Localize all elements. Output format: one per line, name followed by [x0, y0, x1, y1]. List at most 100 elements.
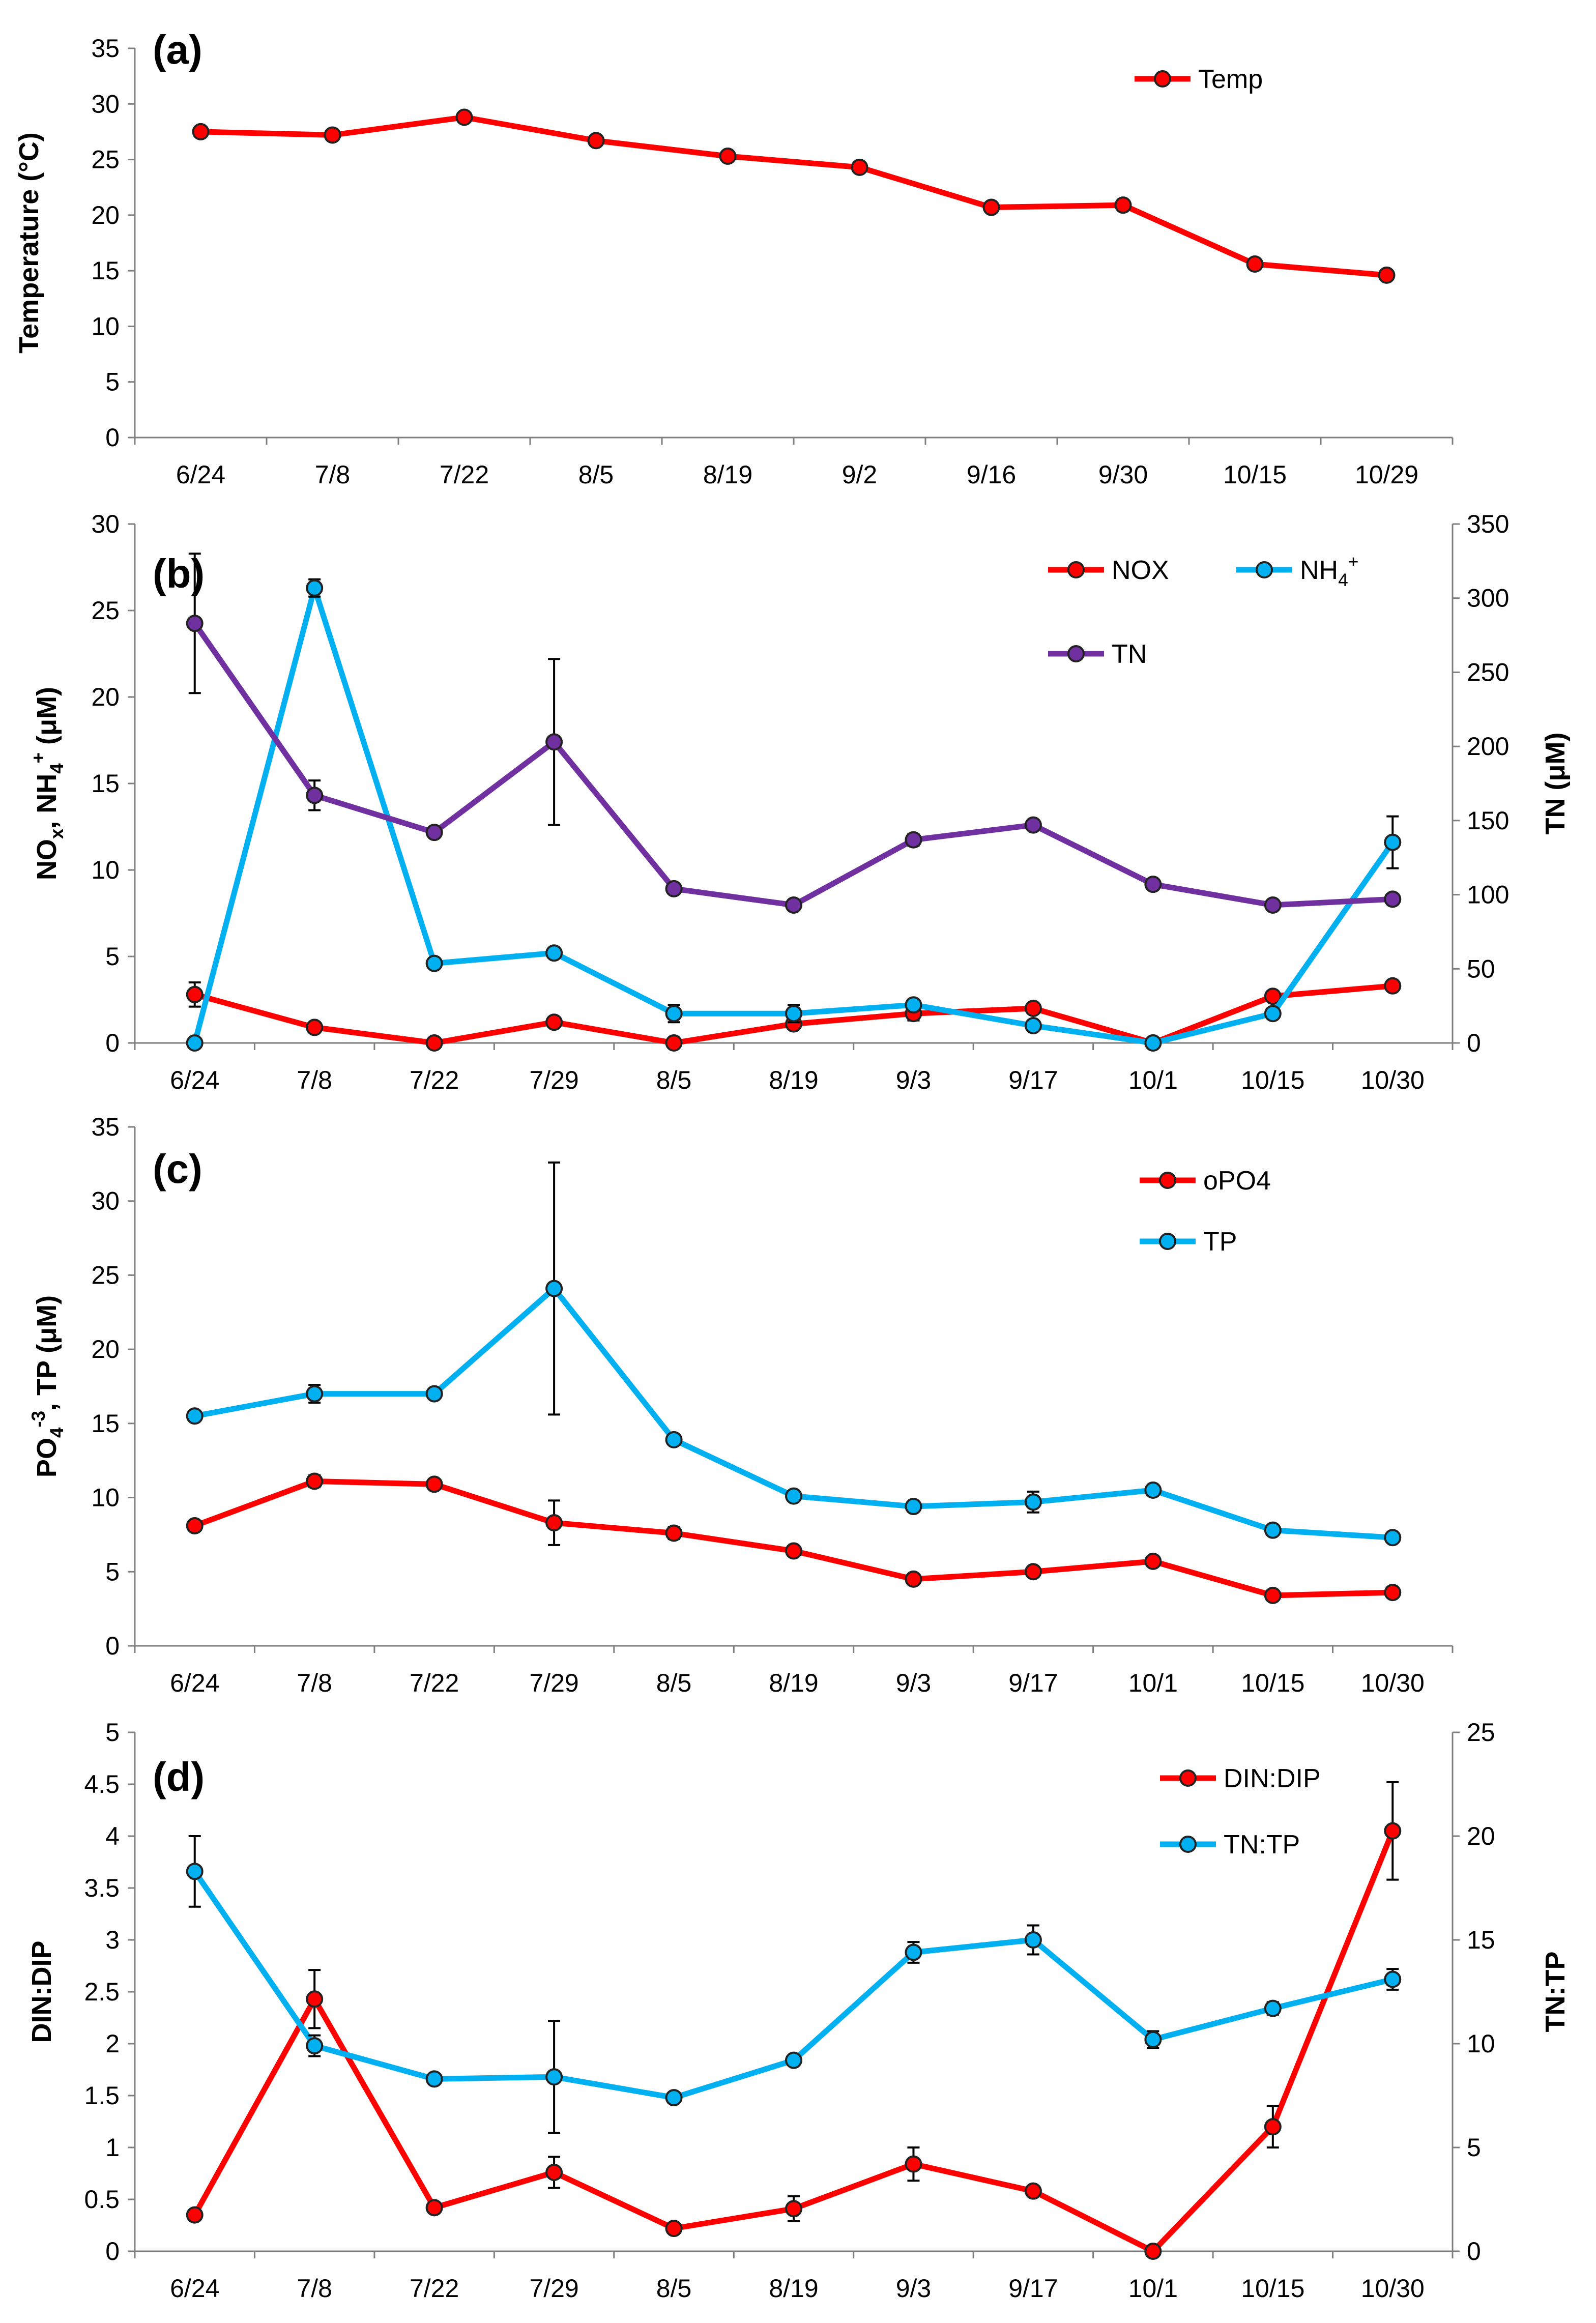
- x-tick-label: 7/22: [440, 460, 489, 489]
- data-point: [905, 1498, 922, 1516]
- panel-label: (b): [153, 551, 205, 596]
- data-point: [1378, 266, 1396, 284]
- x-tick-label: 7/22: [410, 1066, 459, 1094]
- y-tick-label: 15: [91, 769, 120, 798]
- data-point: [905, 2155, 922, 2173]
- x-tick-label: 8/5: [578, 460, 614, 489]
- x-tick-label: 6/24: [170, 1669, 219, 1697]
- data-point: [425, 954, 443, 972]
- x-tick-label: 10/30: [1361, 2274, 1425, 2303]
- x-tick-label: 9/3: [896, 2274, 932, 2303]
- y-tick-label: 25: [91, 1261, 120, 1289]
- y-tick-label: 30: [91, 90, 120, 118]
- data-point: [1144, 2243, 1162, 2260]
- y-tick-label: 3.5: [84, 1874, 120, 1902]
- y-axis-title: PO4-3, TP (μM): [28, 1295, 67, 1477]
- y2-tick-label: 5: [1467, 2133, 1481, 2162]
- x-tick-label: 7/8: [315, 460, 351, 489]
- series-line-temp: [200, 114, 1387, 278]
- y-tick-label: 4: [105, 1822, 120, 1850]
- data-point: [785, 2200, 802, 2218]
- y-tick-label: 2: [105, 2029, 120, 2058]
- data-point: [1144, 1034, 1162, 1052]
- y2-tick-label: 25: [1467, 1718, 1495, 1747]
- data-point: [425, 1034, 443, 1052]
- y-tick-label: 0: [105, 1632, 120, 1660]
- data-point: [455, 108, 473, 126]
- x-tick-label: 10/15: [1241, 2274, 1304, 2303]
- data-point: [1024, 1017, 1042, 1034]
- data-point: [186, 615, 204, 632]
- y-tick-label: 1: [105, 2133, 120, 2162]
- data-point: [1144, 2030, 1162, 2048]
- data-point: [1264, 1999, 1282, 2017]
- data-point: [905, 996, 922, 1014]
- x-tick-label: 10/1: [1128, 1066, 1178, 1094]
- data-point: [545, 1280, 563, 1297]
- x-tick-label: 9/3: [896, 1669, 932, 1697]
- y-tick-label: 1.5: [84, 2081, 120, 2110]
- data-point: [1114, 196, 1132, 214]
- y2-tick-label: 50: [1467, 954, 1495, 983]
- y2-tick-label: 350: [1467, 510, 1509, 538]
- data-point: [785, 1487, 802, 1505]
- y-tick-label: 10: [91, 1484, 120, 1512]
- legend-label: NOX: [1112, 556, 1169, 585]
- y-tick-label: 0: [105, 423, 120, 452]
- data-point: [1264, 2118, 1282, 2136]
- legend-label: TP: [1203, 1227, 1237, 1257]
- x-tick-label: 7/29: [529, 1669, 578, 1697]
- data-point: [1384, 833, 1402, 851]
- data-point: [1384, 1584, 1402, 1602]
- y-tick-label: 2.5: [84, 1978, 120, 2006]
- data-point: [186, 1034, 204, 1052]
- x-tick-label: 9/2: [842, 460, 878, 489]
- data-point: [324, 126, 341, 144]
- data-point: [545, 2068, 563, 2086]
- legend-label: TN:TP: [1224, 1830, 1300, 1860]
- data-point: [545, 944, 563, 962]
- y-tick-label: 25: [91, 596, 120, 625]
- data-point: [905, 1570, 922, 1588]
- x-tick-label: 10/15: [1241, 1669, 1304, 1697]
- data-point: [1024, 1563, 1042, 1581]
- data-point: [1264, 988, 1282, 1005]
- data-point: [1144, 1482, 1162, 1499]
- legend-entry: TP: [1140, 1227, 1237, 1257]
- data-point: [785, 896, 802, 914]
- data-point: [1264, 896, 1282, 914]
- legend-entry: DIN:DIP: [1160, 1764, 1321, 1793]
- data-point: [719, 148, 737, 165]
- data-point: [306, 787, 324, 804]
- x-tick-label: 7/29: [529, 1066, 578, 1094]
- y2-axis-title: TN (μM): [1540, 733, 1571, 835]
- y-tick-label: 10: [91, 312, 120, 340]
- y-tick-label: 5: [105, 368, 120, 396]
- x-tick-label: 8/19: [769, 1066, 818, 1094]
- data-point: [1264, 1005, 1282, 1023]
- x-tick-label: 9/30: [1098, 460, 1148, 489]
- data-point: [1246, 255, 1264, 273]
- y-tick-label: 3: [105, 1926, 120, 1954]
- legend-entry: Temp: [1135, 65, 1263, 94]
- y-tick-label: 5: [105, 942, 120, 971]
- x-tick-label: 9/17: [1008, 1066, 1058, 1094]
- data-point: [665, 2220, 683, 2238]
- y-tick-label: 20: [91, 683, 120, 711]
- data-point: [425, 2199, 443, 2217]
- x-tick-label: 7/8: [297, 2274, 332, 2303]
- legend-entry: NOX: [1048, 556, 1169, 585]
- y-tick-label: 0: [105, 2237, 120, 2266]
- y-tick-label: 35: [91, 1113, 120, 1141]
- y2-tick-label: 150: [1467, 806, 1509, 835]
- data-point: [545, 733, 563, 751]
- legend-label: Temp: [1198, 65, 1263, 94]
- y-tick-label: 20: [91, 1335, 120, 1363]
- data-point: [306, 1385, 324, 1403]
- y-axis-title: Temperature (°C): [14, 132, 44, 354]
- data-point: [1144, 1552, 1162, 1570]
- data-point: [905, 1943, 922, 1961]
- data-point: [1384, 890, 1402, 908]
- x-tick-label: 10/1: [1128, 1669, 1178, 1697]
